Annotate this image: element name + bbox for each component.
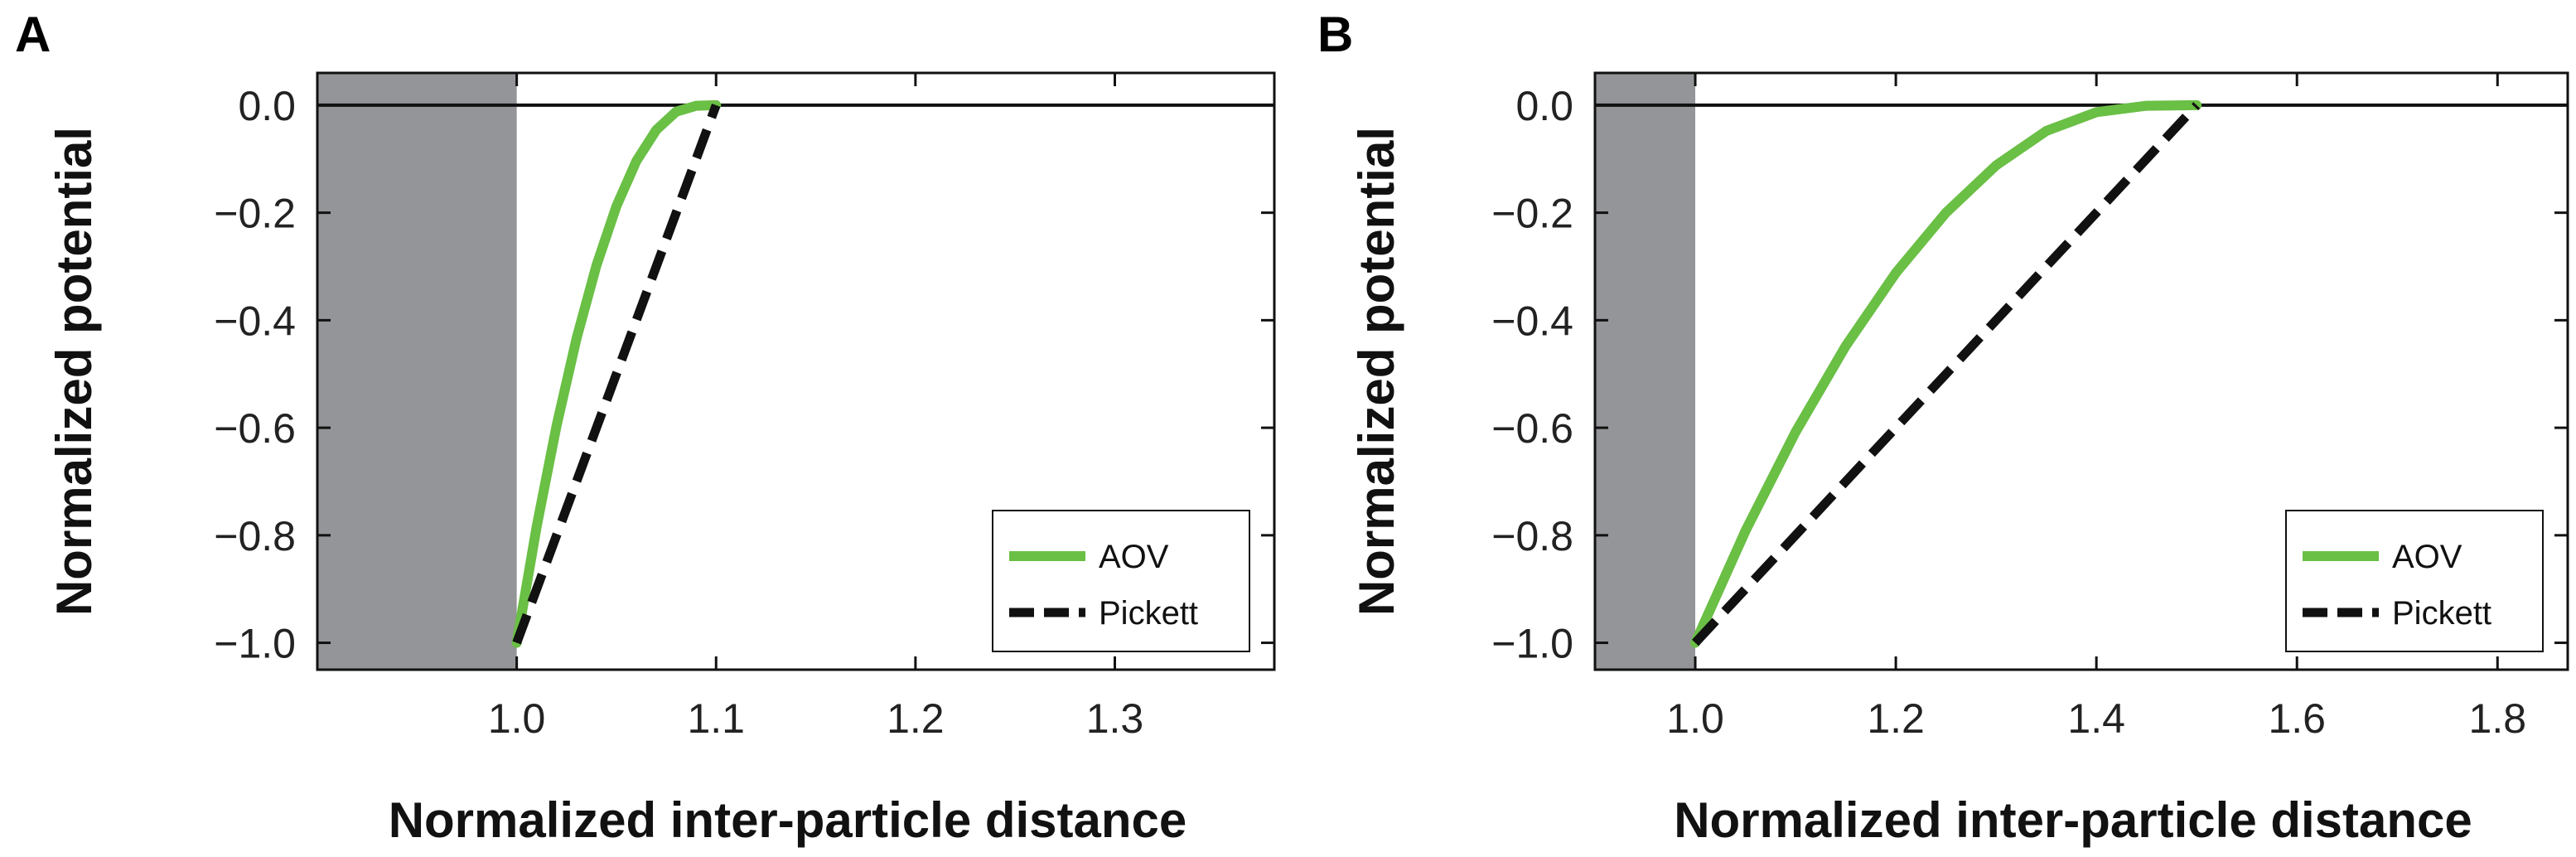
y-tick-label: −0.6 xyxy=(1491,405,1573,452)
y-tick-label: 0.0 xyxy=(1515,83,1573,129)
series-aov-line xyxy=(1690,99,2202,648)
y-tick-label: −1.0 xyxy=(214,621,296,667)
y-tick-label: −0.2 xyxy=(1491,191,1573,237)
excluded-region xyxy=(317,73,517,670)
x-tick-label: 1.3 xyxy=(1086,695,1144,742)
excluded-region xyxy=(1595,73,1696,670)
legend-box xyxy=(2285,510,2544,652)
y-tick-label: −0.8 xyxy=(214,513,296,559)
legend-label-pickett: Pickett xyxy=(2392,595,2491,632)
ticks: 1.0 1.1 1.2 1.3 0.0 −0.2 −0.4 −0.6 −0.8 −1.0 xyxy=(214,73,1274,742)
panel-label: B xyxy=(1317,7,1353,62)
y-tick-label: −0.2 xyxy=(214,191,296,237)
x-tick-label: 1.4 xyxy=(2067,695,2125,742)
legend-label-aov: AOV xyxy=(1099,539,1169,575)
series-aov-line xyxy=(511,99,722,648)
legend: AOV Pickett xyxy=(992,510,1250,652)
plot-frame xyxy=(316,71,1276,671)
y-tick-label: −0.6 xyxy=(214,405,296,452)
panel-a: A 1.0 1.1 1.2 1.3 0.0 −0.2 −0.4 −0.6 −0.8 −1.0 No… xyxy=(15,7,1276,848)
legend-label-aov: AOV xyxy=(2392,539,2462,575)
x-tick-label: 1.8 xyxy=(2469,695,2527,742)
y-tick-label: 0.0 xyxy=(238,83,296,129)
panel-b: B 1.0 1.2 1.4 1.6 1.8 0.0 −0.2 −0.4 −0.6 −0.8 −1.0… xyxy=(1317,7,2569,848)
series-pickett-line xyxy=(512,104,721,645)
legend: AOV Pickett xyxy=(2285,510,2544,652)
y-tick-label: −0.4 xyxy=(214,298,296,344)
y-tick-label: −0.4 xyxy=(1491,298,1573,344)
ticks: 1.0 1.2 1.4 1.6 1.8 0.0 −0.2 −0.4 −0.6 −0.8 −1.0 xyxy=(1491,73,2568,742)
plot-area: 1.0 1.2 1.4 1.6 1.8 0.0 −0.2 −0.4 −0.6 −0.8 −1.0 xyxy=(1491,71,2569,742)
series-pickett-line xyxy=(1692,102,2201,646)
plot-frame xyxy=(1593,71,2569,671)
plot-area: 1.0 1.1 1.2 1.3 0.0 −0.2 −0.4 −0.6 −0.8 −1.0 xyxy=(214,71,1276,742)
legend-label-pickett: Pickett xyxy=(1099,595,1198,632)
legend-box xyxy=(992,510,1250,652)
y-axis-title: Normalized potential xyxy=(1349,127,1404,616)
x-tick-label: 1.2 xyxy=(1867,695,1925,742)
x-tick-label: 1.2 xyxy=(887,695,945,742)
x-tick-label: 1.1 xyxy=(687,695,745,742)
x-tick-label: 1.6 xyxy=(2268,695,2326,742)
x-tick-label: 1.0 xyxy=(488,695,546,742)
x-axis-title: Normalized inter-particle distance xyxy=(1674,792,2472,848)
x-tick-label: 1.0 xyxy=(1666,695,1724,742)
panel-label: A xyxy=(15,7,51,62)
x-axis-title: Normalized inter-particle distance xyxy=(389,792,1187,848)
y-tick-label: −1.0 xyxy=(1491,621,1573,667)
y-tick-label: −0.8 xyxy=(1491,513,1573,559)
y-axis-title: Normalized potential xyxy=(46,127,102,616)
